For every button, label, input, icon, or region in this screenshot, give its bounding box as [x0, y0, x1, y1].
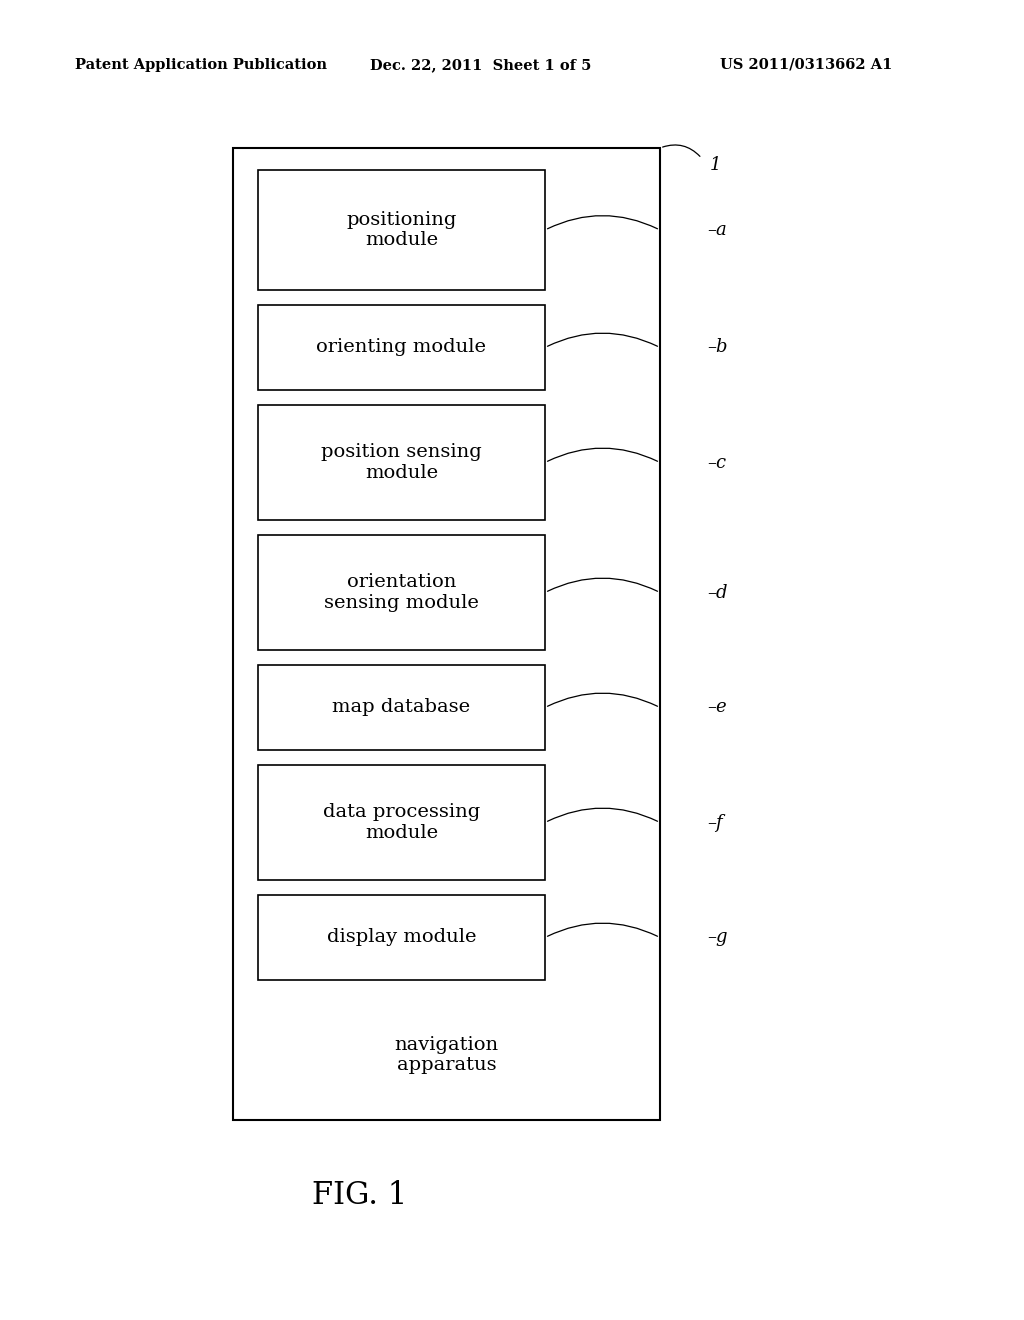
- Bar: [258, 305, 545, 389]
- Text: FIG. 1: FIG. 1: [312, 1180, 408, 1210]
- Bar: [258, 766, 545, 880]
- Text: –g: –g: [708, 928, 728, 946]
- Bar: [258, 535, 545, 649]
- Text: 1: 1: [710, 156, 722, 174]
- Text: navigation
apparatus: navigation apparatus: [394, 1036, 499, 1074]
- Text: position sensing
module: position sensing module: [322, 444, 482, 482]
- Bar: [233, 148, 660, 1119]
- Text: orienting module: orienting module: [316, 338, 486, 356]
- Text: positioning
module: positioning module: [346, 211, 457, 249]
- Bar: [258, 895, 545, 979]
- Text: –d: –d: [708, 583, 728, 602]
- Text: Patent Application Publication: Patent Application Publication: [75, 58, 327, 73]
- Text: data processing
module: data processing module: [323, 803, 480, 842]
- Text: Dec. 22, 2011  Sheet 1 of 5: Dec. 22, 2011 Sheet 1 of 5: [370, 58, 592, 73]
- Bar: [258, 170, 545, 290]
- Text: –e: –e: [708, 698, 727, 717]
- Text: map database: map database: [333, 698, 471, 717]
- Text: –f: –f: [708, 813, 723, 832]
- Text: display module: display module: [327, 928, 476, 946]
- Bar: [258, 665, 545, 750]
- Text: –a: –a: [708, 220, 727, 239]
- Bar: [258, 405, 545, 520]
- Text: –b: –b: [708, 338, 728, 356]
- Text: –c: –c: [708, 454, 726, 471]
- Text: orientation
sensing module: orientation sensing module: [324, 573, 479, 612]
- Text: US 2011/0313662 A1: US 2011/0313662 A1: [720, 58, 892, 73]
